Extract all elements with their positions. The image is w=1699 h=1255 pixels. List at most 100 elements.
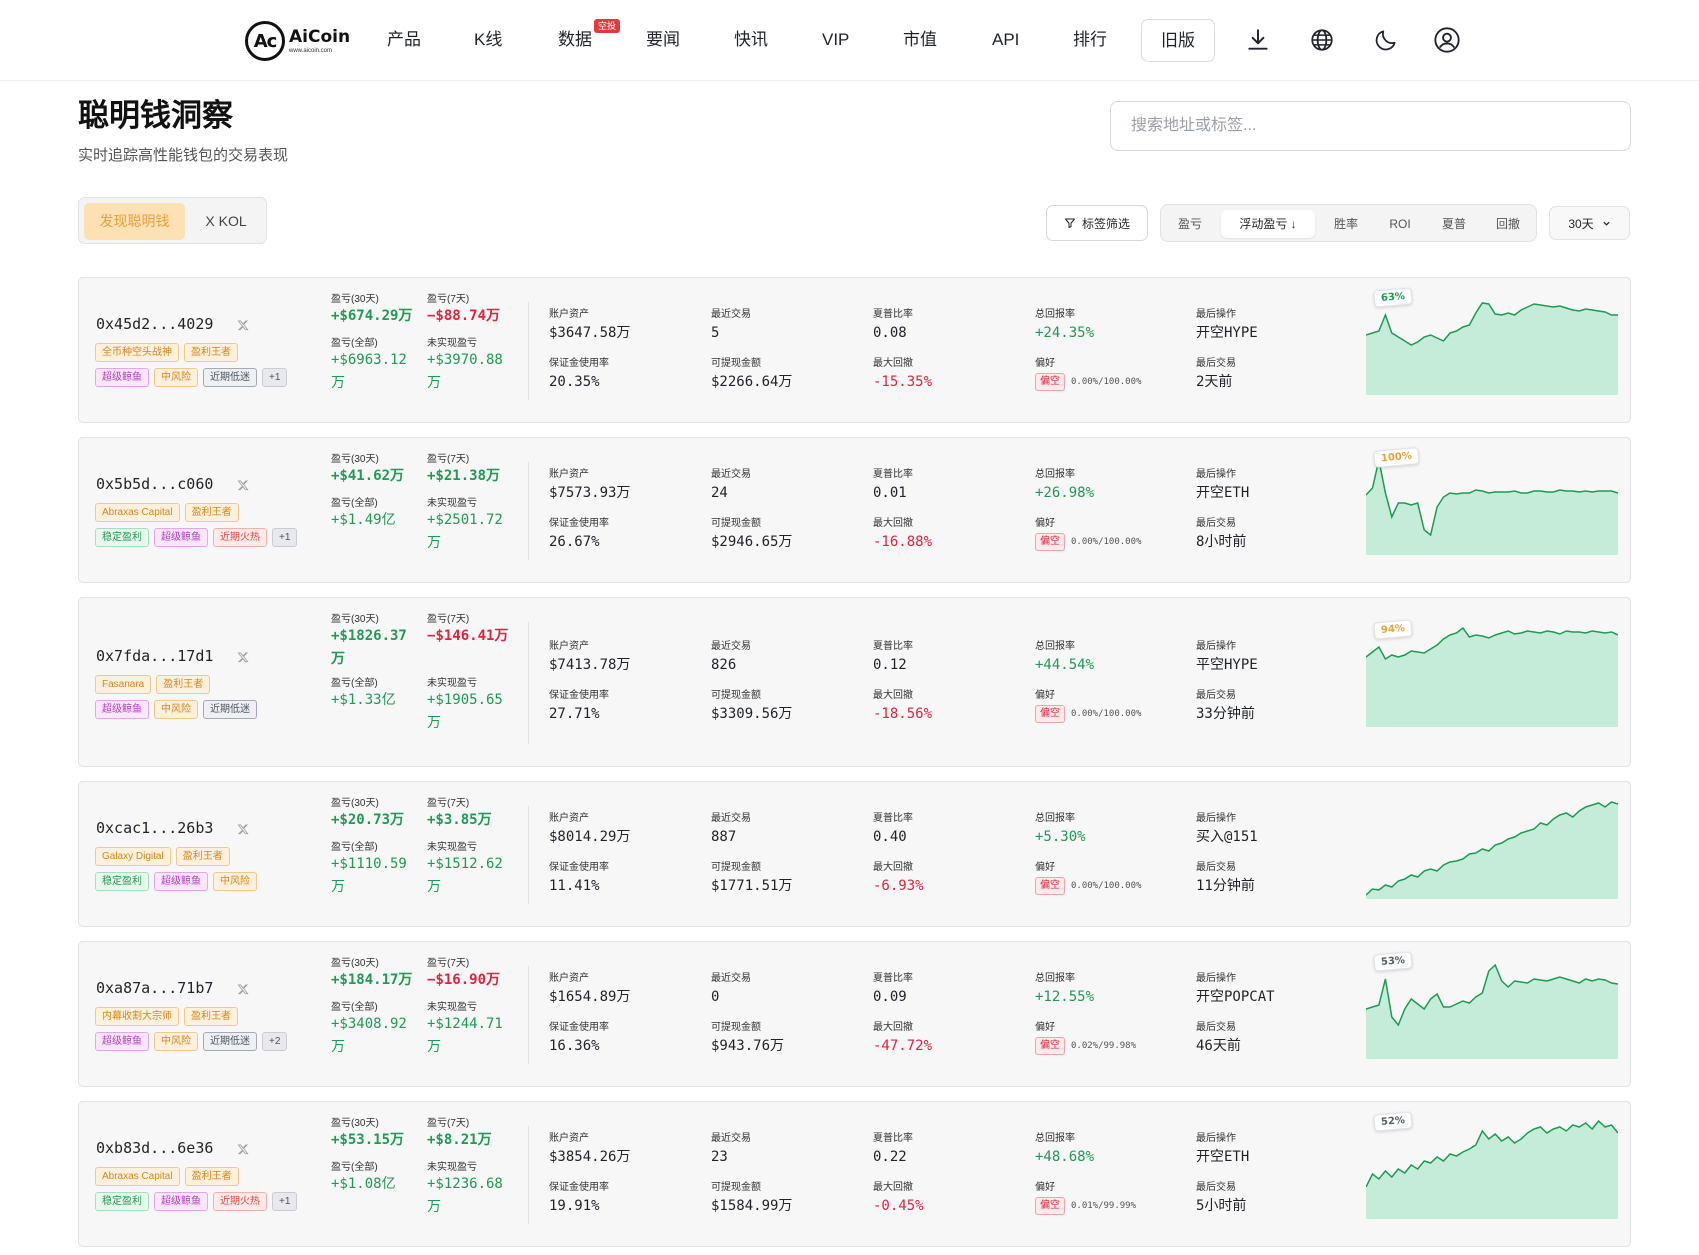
sort-bar: 盈亏 浮动盈亏 ↓ 胜率 ROI 夏普 回撤 [1160, 204, 1537, 242]
wallet-tag[interactable]: 超级鲸鱼 [154, 1192, 208, 1211]
user-avatar-icon[interactable] [1433, 26, 1461, 54]
twitter-link-icon[interactable] [236, 318, 250, 332]
nav-products[interactable]: 产品 [387, 30, 421, 49]
pnl30-label: 盈亏(30天) [331, 294, 379, 305]
nav-api[interactable]: API [992, 30, 1020, 49]
stat-label: 总回报率 [1035, 973, 1075, 984]
wallet-tag[interactable]: 超级鲸鱼 [95, 700, 149, 719]
wallet-tag[interactable]: 近期低迷 [203, 368, 257, 387]
wallet-tag[interactable]: +1 [262, 368, 288, 387]
wallet-address[interactable]: 0xcac1...26b3 [96, 819, 214, 837]
wallet-card[interactable]: 0x7fda...17d1 Fasanara 盈利王者 超级鲸鱼 中风险 近期低迷 盈亏(3… [78, 597, 1631, 767]
airdrop-badge: 空投 [594, 19, 621, 33]
nav-vip[interactable]: VIP [822, 30, 850, 49]
wallet-tag[interactable]: Abraxas Capital [95, 503, 180, 522]
divider [528, 806, 529, 904]
wallet-tag[interactable]: 近期火热 [213, 528, 267, 547]
stat-label: 最后交易 [1196, 1022, 1236, 1033]
wallet-card[interactable]: 0x5b5d...c060 Abraxas Capital 盈利王者稳定盈利 超级鲸鱼… [78, 437, 1631, 583]
sort-pnl[interactable]: 盈亏 [1177, 217, 1202, 231]
tab-smart-money[interactable]: 发现聪明钱 [84, 203, 185, 240]
wallet-tag[interactable]: 稳定盈利 [95, 1192, 149, 1211]
wallet-tag[interactable]: 盈利王者 [184, 1007, 238, 1026]
wallet-address[interactable]: 0x7fda...17d1 [96, 647, 214, 665]
dark-mode-icon[interactable] [1373, 27, 1399, 53]
stat-withdrawable: $3309.56万 [711, 706, 793, 722]
wallet-address[interactable]: 0x5b5d...c060 [96, 475, 214, 493]
wallet-tag[interactable]: 近期低迷 [203, 700, 257, 719]
download-icon[interactable] [1245, 27, 1271, 53]
sort-drawdown[interactable]: 回撤 [1495, 217, 1520, 231]
globe-icon[interactable] [1309, 27, 1335, 53]
wallet-tag[interactable]: 中风险 [154, 700, 198, 719]
wallet-tag[interactable]: 近期火热 [213, 1192, 267, 1211]
tag-filter-button[interactable]: 标签筛选 [1046, 205, 1148, 241]
wallet-tag[interactable]: 盈利王者 [184, 343, 238, 362]
wallet-tag[interactable]: 近期低迷 [203, 1032, 257, 1051]
wallet-tag[interactable]: 中风险 [213, 872, 257, 891]
nav-ranking[interactable]: 排行 [1073, 30, 1107, 49]
stat-label: 最大回撤 [873, 518, 913, 529]
wallet-card[interactable]: 0xa87a...71b7 内幕收割大宗师 盈利王者 超级鲸鱼 中风险 近期低迷 +2 盈亏(… [78, 941, 1631, 1087]
search-input[interactable] [1110, 101, 1631, 151]
wallet-tag[interactable]: Galaxy Digital [95, 847, 171, 866]
unrealized-value: +$1512.62万 [427, 856, 503, 895]
unrealized-label: 未实现盈亏 [427, 1162, 477, 1173]
tab-x-kol[interactable]: X KOL [205, 213, 247, 229]
stat-last_action: 平空HYPE [1196, 657, 1258, 673]
wallet-tag[interactable]: 超级鲸鱼 [154, 528, 208, 547]
twitter-link-icon[interactable] [236, 822, 250, 836]
tag-row: 内幕收割大宗师 盈利王者 [95, 1007, 238, 1026]
aicoin-logo[interactable]: Ac AiCoin www.aicoin.com [245, 20, 350, 62]
unrealized-value: +$1236.68万 [427, 1176, 503, 1215]
period-select[interactable]: 30天 [1549, 206, 1630, 240]
wallet-tag[interactable]: 中风险 [154, 368, 198, 387]
stat-label: 最近交易 [711, 641, 751, 652]
wallet-tag[interactable]: 超级鲸鱼 [95, 1032, 149, 1051]
wallet-tag[interactable]: 盈利王者 [156, 675, 211, 694]
stat-max_drawdown: -47.72% [873, 1038, 933, 1054]
wallet-tag[interactable]: Fasanara [95, 675, 152, 694]
wallet-tag[interactable]: 超级鲸鱼 [154, 872, 208, 891]
wallet-tag[interactable]: 全币种空头战神 [95, 343, 179, 362]
sort-sharpe[interactable]: 夏普 [1441, 217, 1466, 231]
wallet-tag[interactable]: 稳定盈利 [95, 528, 149, 547]
nav-flash[interactable]: 快讯 [734, 30, 768, 49]
stat-label: 总回报率 [1035, 469, 1075, 480]
old-version-button[interactable]: 旧版 [1141, 19, 1215, 62]
nav-kline[interactable]: K线 [474, 30, 503, 49]
wallet-tag[interactable]: +1 [272, 1192, 298, 1211]
wallet-card[interactable]: 0x45d2...4029 全币种空头战神 盈利王者超级鲸鱼 中风险 近期低迷 +1 盈亏(… [78, 277, 1631, 423]
stat-withdrawable: $1584.99万 [711, 1198, 793, 1214]
sort-unrealized-pnl[interactable]: 浮动盈亏 ↓ [1221, 210, 1315, 238]
wallet-card[interactable]: 0xb83d...6e36 Abraxas Capital 盈利王者稳定盈利 超级鲸鱼… [78, 1101, 1631, 1247]
wallet-tag[interactable]: 中风险 [154, 1032, 198, 1051]
wallet-address[interactable]: 0xb83d...6e36 [96, 1139, 214, 1157]
twitter-link-icon[interactable] [236, 478, 250, 492]
wallet-tag[interactable]: 盈利王者 [184, 503, 239, 522]
wallet-tag[interactable]: 稳定盈利 [95, 872, 149, 891]
nav-news[interactable]: 要闻 [646, 30, 680, 49]
stat-label: 夏普比率 [873, 1133, 913, 1144]
nav-market-cap[interactable]: 市值 [903, 30, 937, 49]
wallet-tag[interactable]: Abraxas Capital [95, 1167, 180, 1186]
wallet-tag[interactable]: +2 [262, 1032, 288, 1051]
sort-win-rate[interactable]: 胜率 [1333, 217, 1358, 231]
wallet-tag[interactable]: 盈利王者 [175, 847, 230, 866]
wallet-address[interactable]: 0x45d2...4029 [96, 315, 214, 333]
wallet-address[interactable]: 0xa87a...71b7 [96, 979, 214, 997]
preference-ratio: 0.00%/100.00% [1071, 709, 1142, 719]
wallet-card[interactable]: 0xcac1...26b3 Galaxy Digital 盈利王者稳定盈利 超级鲸鱼中… [78, 781, 1631, 927]
stat-label: 最后操作 [1196, 641, 1236, 652]
nav-data[interactable]: 数据 空投 [558, 19, 621, 52]
sort-roi[interactable]: ROI [1389, 217, 1411, 231]
twitter-link-icon[interactable] [236, 982, 250, 996]
twitter-link-icon[interactable] [236, 650, 250, 664]
twitter-link-icon[interactable] [236, 1142, 250, 1156]
wallet-tag[interactable]: +1 [272, 528, 298, 547]
preference-row: 偏空 0.02%/99.98% [1035, 1037, 1136, 1055]
wallet-tag[interactable]: 超级鲸鱼 [95, 368, 149, 387]
pnl30-value: +$1826.37万 [331, 628, 407, 667]
wallet-tag[interactable]: 内幕收割大宗师 [95, 1007, 179, 1026]
wallet-tag[interactable]: 盈利王者 [184, 1167, 239, 1186]
